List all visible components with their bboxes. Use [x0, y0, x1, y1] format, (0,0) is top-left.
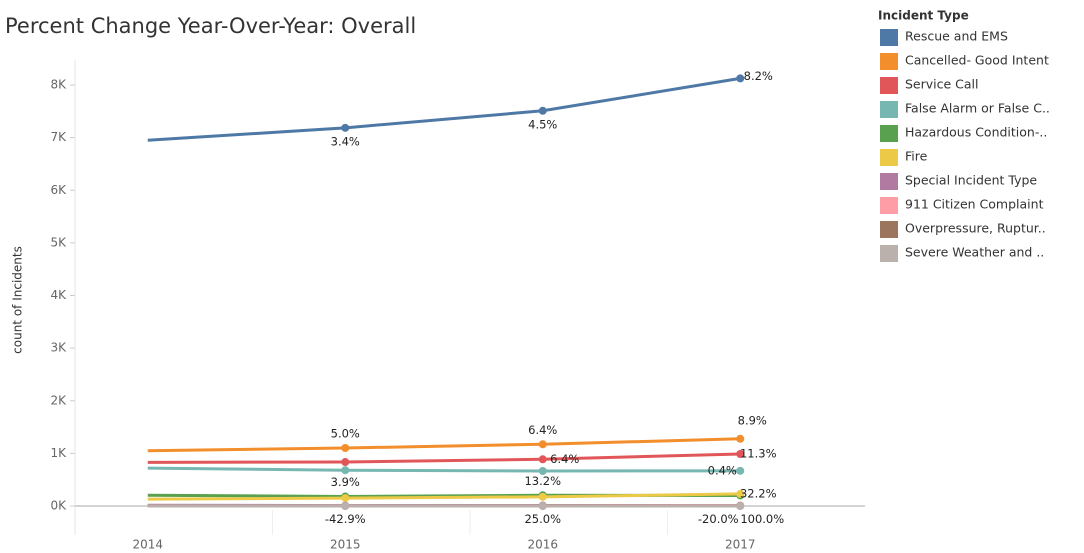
data-label: 11.3%: [740, 447, 777, 461]
point: [736, 434, 745, 443]
point: [341, 501, 350, 510]
series-line: [147, 437, 741, 453]
y-tick-label: 2K: [50, 393, 67, 407]
y-tick-label: 1K: [50, 446, 67, 460]
x-tick-label: 2017: [725, 538, 756, 552]
data-label: 5.0%: [331, 427, 360, 441]
legend-label: Cancelled- Good Intent: [905, 53, 1049, 68]
legend-swatch: [880, 125, 898, 142]
y-axis-title: count of Incidents: [11, 246, 25, 354]
point: [538, 467, 547, 476]
point: [538, 455, 547, 464]
point: [341, 123, 350, 132]
point: [538, 440, 547, 449]
point: [736, 450, 745, 459]
data-label: 3.9%: [331, 475, 360, 489]
legend-swatch: [880, 53, 898, 70]
data-label: 3.4%: [331, 134, 360, 148]
legend-label: Fire: [905, 149, 928, 164]
series-line: [147, 452, 741, 464]
point: [341, 494, 350, 503]
data-label: 0.4%: [708, 463, 737, 477]
legend-label: Severe Weather and ..: [905, 245, 1044, 260]
data-label: 6.4%: [550, 452, 579, 466]
point: [538, 492, 547, 501]
legend-label: Overpressure, Ruptur..: [905, 221, 1046, 236]
y-tick-label: 3K: [50, 341, 67, 355]
point: [538, 106, 547, 115]
data-label: 32.2%: [740, 486, 777, 500]
legend-label: Hazardous Condition-..: [905, 125, 1047, 140]
point: [341, 466, 350, 475]
x-tick-label: 2014: [132, 538, 163, 552]
point: [736, 501, 745, 510]
legend-swatch: [880, 29, 898, 46]
legend-label: Special Incident Type: [905, 173, 1037, 188]
legend-title: Incident Type: [878, 9, 969, 23]
data-label: -42.9%: [325, 512, 366, 526]
legend-swatch: [880, 173, 898, 190]
point: [341, 458, 350, 467]
data-label: -20.0%: [698, 512, 739, 526]
y-tick-label: 6K: [50, 183, 67, 197]
point: [736, 74, 745, 83]
data-label: 100.0%: [740, 512, 784, 526]
series-line: [147, 492, 741, 501]
point: [341, 444, 350, 453]
legend-swatch: [880, 101, 898, 118]
point: [736, 489, 745, 498]
legend-label: False Alarm or False C..: [905, 101, 1050, 116]
data-label: 8.9%: [738, 413, 767, 427]
legend-label: Rescue and EMS: [905, 29, 1008, 44]
data-label: 4.5%: [528, 117, 557, 131]
legend-label: Service Call: [905, 77, 979, 92]
series-line: [147, 76, 741, 142]
point: [538, 501, 547, 510]
legend-label: 911 Citizen Complaint: [905, 197, 1044, 212]
x-tick-label: 2016: [527, 538, 558, 552]
legend-swatch: [880, 149, 898, 166]
data-label: 13.2%: [524, 474, 561, 488]
x-tick-label: 2015: [330, 538, 361, 552]
data-label: 6.4%: [528, 423, 557, 437]
y-tick-label: 0K: [50, 499, 67, 513]
point: [736, 466, 745, 475]
chart-title: Percent Change Year-Over-Year: Overall: [5, 14, 416, 38]
data-label: 8.2%: [744, 69, 773, 83]
legend-swatch: [880, 245, 898, 262]
data-label: 25.0%: [524, 512, 561, 526]
legend-swatch: [880, 77, 898, 94]
y-tick-label: 7K: [50, 130, 67, 144]
legend-swatch: [880, 197, 898, 214]
series-line: [147, 466, 741, 473]
y-tick-label: 5K: [50, 235, 67, 249]
legend-swatch: [880, 221, 898, 238]
y-tick-label: 8K: [50, 78, 67, 92]
y-tick-label: 4K: [50, 288, 67, 302]
